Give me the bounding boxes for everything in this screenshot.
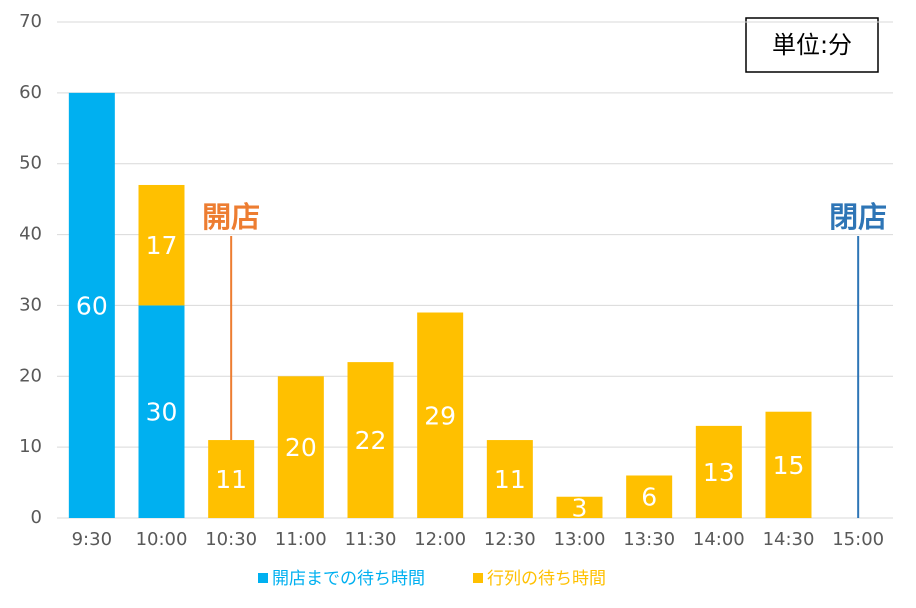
legend-swatch bbox=[473, 573, 483, 583]
x-tick-label: 12:30 bbox=[484, 529, 536, 550]
y-tick-label: 50 bbox=[19, 153, 42, 174]
annotation-label: 開店 bbox=[202, 200, 260, 234]
value-label: 6 bbox=[641, 483, 657, 512]
legend-swatch bbox=[258, 573, 268, 583]
x-tick-label: 10:30 bbox=[205, 529, 257, 550]
value-label: 20 bbox=[285, 433, 317, 462]
y-tick-label: 40 bbox=[19, 224, 42, 245]
bar bbox=[765, 411, 812, 518]
bar bbox=[626, 475, 673, 518]
value-label: 17 bbox=[146, 231, 178, 260]
x-tick-label: 11:30 bbox=[345, 529, 397, 550]
legend-label: 開店までの待ち時間 bbox=[272, 569, 425, 589]
bar bbox=[347, 362, 394, 518]
x-tick-label: 11:00 bbox=[275, 529, 327, 550]
bar bbox=[208, 440, 255, 518]
bar bbox=[68, 92, 115, 518]
bar bbox=[138, 184, 185, 306]
x-tick-label: 13:00 bbox=[554, 529, 606, 550]
x-tick-label: 9:30 bbox=[72, 529, 112, 550]
annotation-label: 閉店 bbox=[829, 200, 887, 234]
value-label: 22 bbox=[355, 426, 387, 455]
x-tick-label: 13:30 bbox=[623, 529, 675, 550]
value-label: 15 bbox=[773, 451, 805, 480]
legend-label: 行列の待ち時間 bbox=[487, 569, 606, 589]
bar bbox=[695, 425, 742, 518]
y-tick-label: 30 bbox=[19, 294, 42, 315]
bar bbox=[556, 496, 603, 518]
y-tick-label: 10 bbox=[19, 436, 42, 457]
value-label: 29 bbox=[424, 401, 456, 430]
bar bbox=[138, 305, 185, 518]
y-tick-label: 60 bbox=[19, 82, 42, 103]
x-tick-label: 15:00 bbox=[832, 529, 884, 550]
unit-label: 単位:分 bbox=[772, 31, 852, 59]
y-tick-label: 0 bbox=[31, 507, 42, 528]
x-tick-label: 10:00 bbox=[136, 529, 188, 550]
x-tick-label: 14:00 bbox=[693, 529, 745, 550]
legend: 開店までの待ち時間 行列の待ち時間 bbox=[258, 569, 606, 589]
value-label: 3 bbox=[572, 493, 588, 522]
x-tick-label: 14:30 bbox=[763, 529, 815, 550]
value-label: 11 bbox=[494, 465, 526, 494]
y-tick-label: 70 bbox=[19, 11, 42, 32]
bar bbox=[486, 440, 533, 518]
bar bbox=[417, 312, 464, 518]
value-label: 60 bbox=[76, 291, 108, 320]
bar bbox=[277, 376, 324, 518]
value-label: 11 bbox=[215, 465, 247, 494]
value-label: 30 bbox=[146, 398, 178, 427]
x-tick-label: 12:00 bbox=[414, 529, 466, 550]
y-tick-label: 20 bbox=[19, 365, 42, 386]
value-label: 13 bbox=[703, 458, 735, 487]
unit-box bbox=[745, 17, 879, 73]
